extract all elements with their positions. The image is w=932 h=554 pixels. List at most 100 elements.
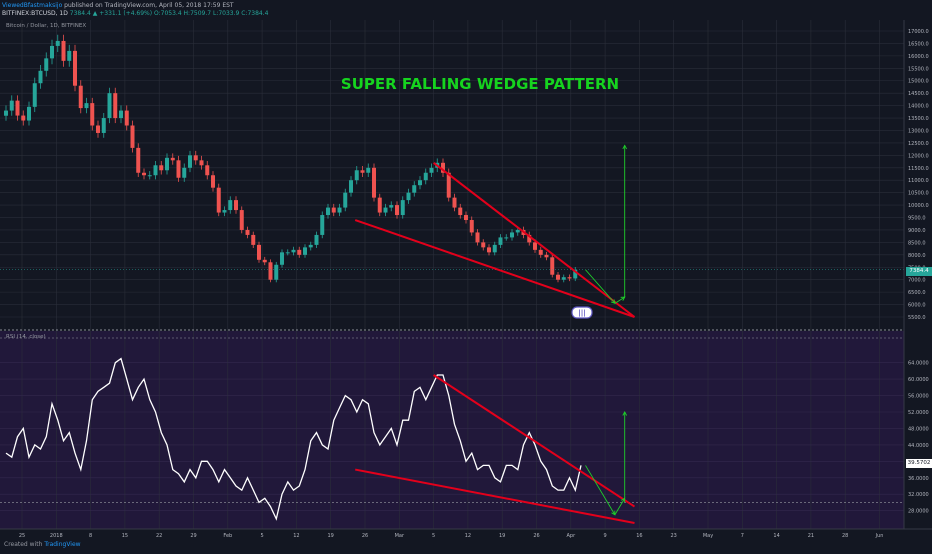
time-tick-label: 9	[604, 533, 607, 539]
rsi-pane-title[interactable]: RSI (14, close)	[6, 334, 46, 340]
candle-body	[78, 85, 83, 109]
candle-body	[308, 244, 313, 248]
rsi-series	[5, 357, 582, 521]
candle-body	[38, 70, 43, 84]
candle-body	[170, 157, 175, 161]
candle-body	[418, 180, 422, 186]
time-tick-label: Jun	[875, 533, 884, 539]
candle-body	[107, 93, 112, 119]
candle-body	[73, 50, 77, 86]
time-tick-label: 26	[533, 533, 539, 539]
candle-body	[573, 269, 578, 279]
candle-body	[291, 249, 296, 253]
price-wedge-upper	[432, 162, 636, 318]
candle-body	[423, 172, 428, 181]
last-price-tag: 7384.4	[906, 267, 932, 276]
candle-body	[153, 165, 158, 176]
price-tick-label: 11500.0	[908, 166, 929, 172]
badge-label: |||	[578, 309, 586, 318]
rsi-tick-label: 56.0000	[908, 394, 929, 400]
price-tick-label: 16500.0	[908, 41, 929, 47]
pattern-annotation: SUPER FALLING WEDGE PATTERN	[341, 75, 619, 93]
candle-body	[285, 252, 290, 254]
footer-brand[interactable]: TradingView	[44, 541, 81, 548]
candle-body	[228, 200, 233, 211]
publish-info: published on TradingView.com, April 05, …	[64, 2, 234, 9]
rsi-value-tag: 39.5702	[906, 459, 932, 468]
candle-body	[354, 170, 359, 181]
candle-body	[487, 247, 491, 253]
candle-body	[383, 207, 388, 213]
candle-body	[377, 197, 382, 213]
rsi-tick-label: 48.0000	[908, 426, 929, 432]
rsi-projection-segment	[585, 465, 616, 516]
candle-body	[446, 172, 451, 198]
candle-body	[320, 215, 325, 235]
time-tick-label: 12	[465, 533, 471, 539]
time-tick-label: 7	[741, 533, 744, 539]
candle-body	[475, 232, 480, 243]
candle-body	[510, 232, 514, 238]
candle-body	[211, 175, 215, 188]
time-tick-label: 2018	[50, 533, 63, 539]
price-tick-label: 8000.0	[908, 253, 926, 259]
candle-body	[222, 210, 227, 213]
rsi-projection-segment	[614, 498, 626, 516]
candle-body	[55, 40, 60, 46]
candle-body	[84, 103, 89, 109]
price-wedge-lower	[354, 219, 635, 318]
candle-body	[498, 237, 503, 245]
candle-body	[567, 277, 572, 279]
time-tick-label: 25	[19, 533, 25, 539]
rsi-tick-label: 28.0000	[908, 509, 929, 515]
candle-body	[504, 237, 509, 239]
candle-body	[544, 254, 549, 258]
candle-body	[458, 207, 463, 216]
price-axis: 17000.0 16500.0 16000.0 15500.0 15000.0 14500…	[908, 29, 929, 321]
time-tick-label: Mar	[395, 533, 405, 539]
candle-body	[366, 167, 371, 173]
candle-body	[113, 93, 118, 119]
candle-body	[550, 257, 555, 275]
candlesticks	[0, 34, 904, 283]
time-tick-label: 21	[808, 533, 814, 539]
price-tick-label: 16000.0	[908, 54, 929, 60]
rsi-tick-label: 64.0000	[908, 361, 929, 367]
candle-body	[142, 172, 146, 176]
rsi-projection-arrowhead	[622, 411, 628, 416]
candle-body	[268, 262, 273, 280]
candle-body	[533, 242, 537, 250]
rsi-wedge-lower	[355, 468, 635, 524]
symbol-label[interactable]: BITFINEX:BTCUSD, 1D	[2, 10, 68, 17]
candle-body	[331, 207, 336, 213]
candle-body	[32, 83, 37, 107]
rsi-axis: 64.0000 60.0000 56.0000 52.0000 48.0000 44.00…	[908, 361, 929, 515]
indicator-badge[interactable]: |||	[571, 306, 593, 319]
price-tick-label: 15000.0	[908, 79, 929, 85]
candle-body	[251, 234, 256, 245]
candle-body	[147, 175, 152, 177]
candle-body	[349, 180, 353, 193]
candle-body	[389, 205, 394, 208]
ohlc-line: BITFINEX:BTCUSD, 1D 7384.4 ▲ +331.1 (+4.…	[2, 10, 268, 17]
candle-body	[262, 259, 267, 263]
rsi-tick-label: 52.0000	[908, 410, 929, 416]
rsi-tick-label: 32.0000	[908, 492, 929, 498]
candle-body	[96, 125, 100, 133]
price-pane-title[interactable]: Bitcoin / Dollar, 1D, BITFINEX	[6, 23, 87, 29]
price-tick-label: 11000.0	[908, 178, 929, 184]
author-link[interactable]: ViewedBfastmaksijo	[2, 2, 63, 9]
time-tick-label: Apr	[566, 533, 576, 539]
candle-body	[67, 50, 72, 61]
candle-body	[9, 100, 14, 111]
price-tick-label: 12500.0	[908, 141, 929, 147]
candle-body	[130, 125, 135, 148]
candle-body	[15, 100, 20, 116]
time-tick-label: 26	[362, 533, 368, 539]
candle-body	[21, 115, 26, 121]
candle-body	[274, 264, 279, 280]
candle-body	[199, 160, 204, 166]
time-tick-label: 5	[261, 533, 264, 539]
